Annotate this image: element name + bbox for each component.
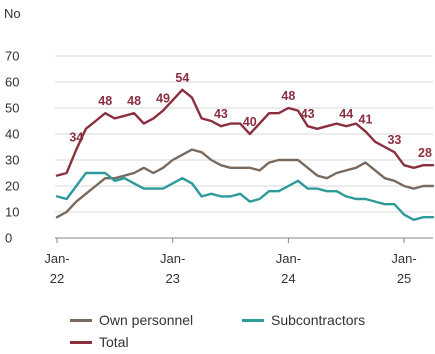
legend-swatch: [242, 318, 264, 322]
data-label: 40: [243, 115, 257, 129]
data-label: 43: [214, 107, 228, 121]
y-tick-labels: 0 10 20 30 40 50 60 70: [5, 49, 19, 246]
legend-label: Total: [99, 334, 129, 350]
y-tick-label: 30: [5, 153, 19, 168]
data-label: 49: [156, 92, 170, 106]
data-labels: 34 48 48 49 54 43 40 48 43 44 41 33 28: [69, 71, 432, 160]
x-tick-label: Jan-: [391, 251, 416, 266]
series-line-total: [55, 88, 435, 177]
y-tick-label: 60: [5, 75, 19, 90]
x-tick-label: 22: [50, 271, 64, 286]
legend-item-total: Total: [70, 334, 129, 350]
x-tick-label: Jan-: [276, 251, 301, 266]
series-line-subcontractors: [55, 171, 435, 222]
x-tick-label: 24: [281, 271, 295, 286]
data-label: 43: [301, 107, 315, 121]
x-tick-label: 23: [165, 271, 179, 286]
data-label: 28: [418, 146, 432, 160]
data-label: 41: [359, 112, 373, 126]
legend-label: Subcontractors: [271, 312, 366, 328]
x-tick-label: Jan-: [44, 251, 69, 266]
data-label: 54: [175, 71, 189, 85]
gridlines: [55, 55, 433, 239]
y-tick-label: 50: [5, 101, 19, 116]
series-line-own-personnel: [55, 148, 435, 219]
y-tick-label: 70: [5, 49, 19, 64]
y-axis-label: No: [4, 6, 21, 21]
y-tick-label: 10: [5, 205, 19, 220]
data-label: 44: [339, 107, 353, 121]
series-lines: [55, 88, 435, 222]
data-label: 48: [281, 89, 295, 103]
data-label: 48: [127, 94, 141, 108]
x-tick-label: Jan-: [160, 251, 185, 266]
x-tick-labels: Jan- 22 Jan- 23 Jan- 24 Jan- 25: [44, 238, 417, 286]
x-tick-label: 25: [397, 271, 411, 286]
y-tick-label: 0: [5, 231, 12, 246]
legend-label: Own personnel: [99, 312, 194, 328]
legend-item-own-personnel: Own personnel: [70, 312, 193, 328]
y-tick-label: 40: [5, 127, 19, 142]
legend-item-subcontractors: Subcontractors: [242, 312, 365, 328]
legend-swatch: [70, 318, 92, 322]
data-label: 33: [387, 133, 401, 147]
data-label: 34: [69, 131, 83, 145]
legend-swatch: [70, 340, 92, 344]
y-tick-label: 20: [5, 179, 19, 194]
data-label: 48: [98, 94, 112, 108]
